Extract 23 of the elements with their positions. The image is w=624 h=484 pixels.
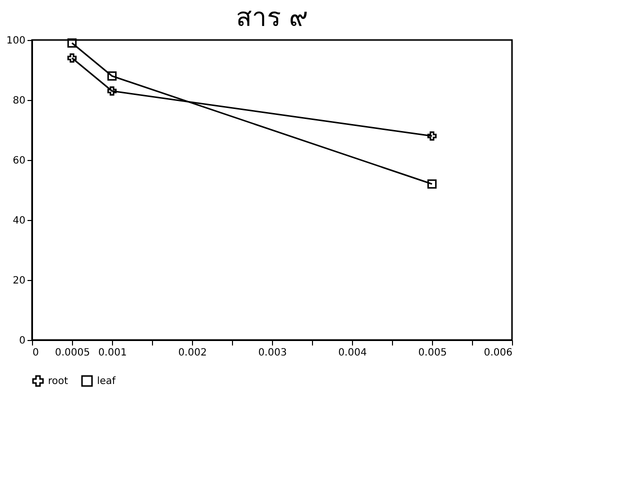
- point: [67, 38, 77, 48]
- legend-label: leaf: [97, 376, 116, 387]
- x-tick-label: 0.001: [98, 348, 127, 358]
- point: [67, 53, 77, 63]
- x-tick-label: 0.002: [178, 348, 207, 358]
- chart-title: สาร ๙: [236, 3, 308, 33]
- point: [107, 86, 117, 96]
- y-tick-label: 80: [12, 96, 26, 106]
- y-tick-label: 60: [12, 156, 26, 166]
- y-tick-label: 40: [12, 216, 26, 226]
- x-tick-label: 0.005: [418, 348, 447, 358]
- x-tick-label: 0: [32, 348, 39, 358]
- point: [427, 179, 437, 189]
- y-tick-label: 20: [12, 276, 26, 286]
- x-tick-label: 0.0005: [55, 348, 90, 358]
- legend-label: root: [48, 376, 68, 387]
- point: [427, 131, 437, 141]
- y-tick-label: 100: [6, 36, 26, 46]
- x-tick-label: 0.004: [338, 348, 367, 358]
- x-tick-label: 0.006: [484, 348, 512, 358]
- point: [107, 71, 117, 81]
- x-tick-label: 0.003: [258, 348, 287, 358]
- y-tick-label: 0: [19, 336, 26, 346]
